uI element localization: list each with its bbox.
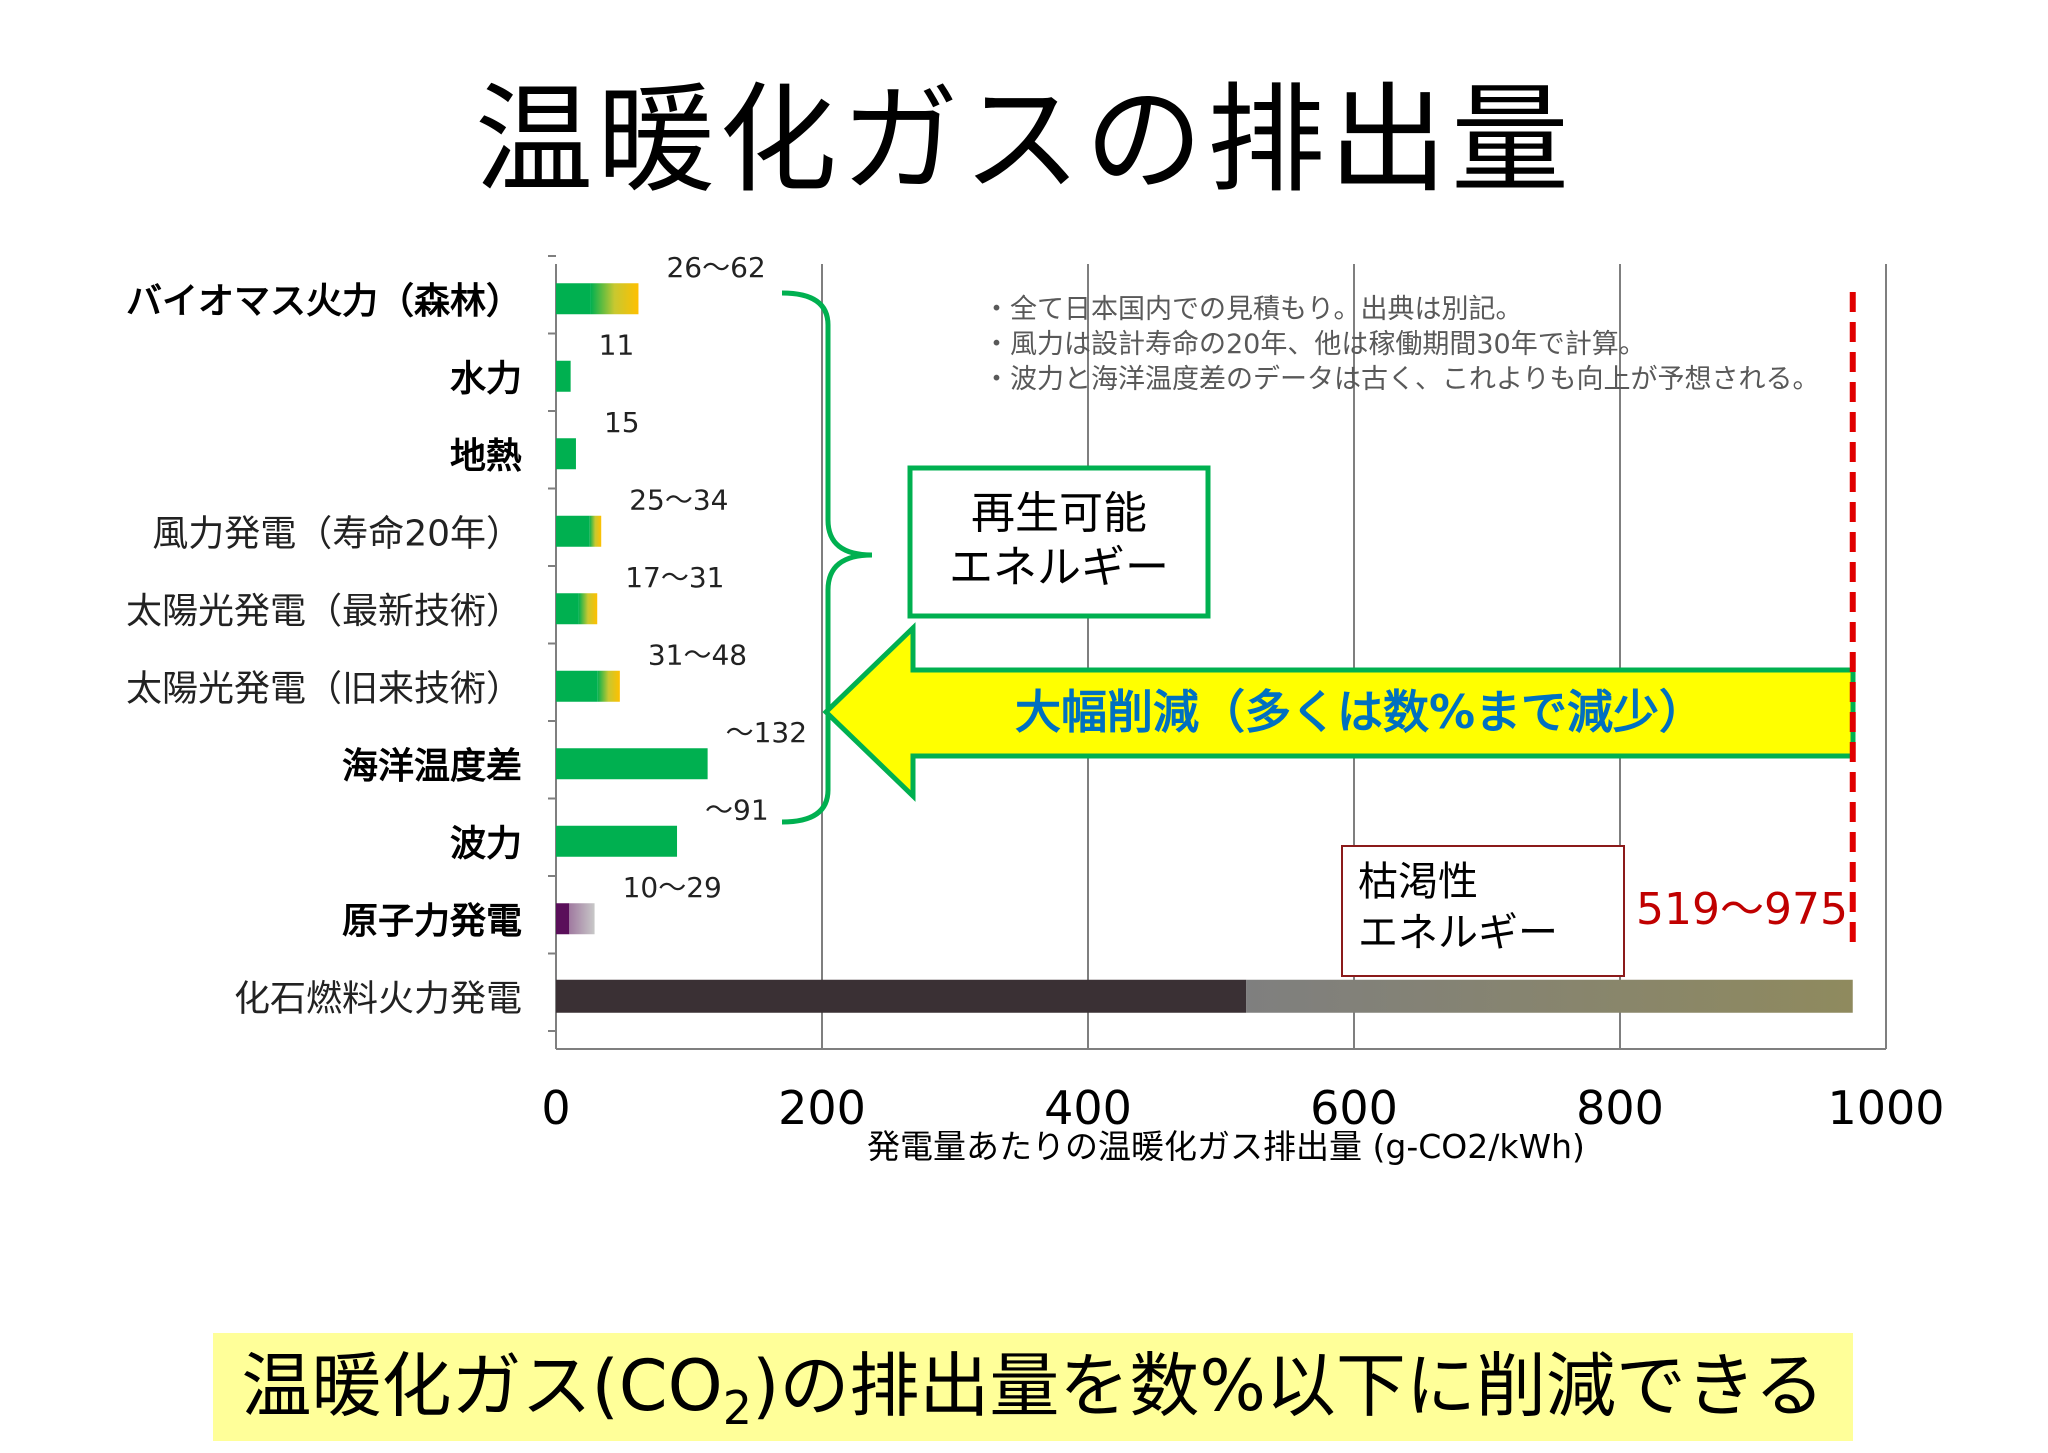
bar-segment-base [556,283,591,315]
x-tick-label: 200 [778,1081,866,1135]
depletable-box [1341,845,1625,977]
depletable-box-line-1: 枯渇性 [1358,859,1478,905]
note-line-1: ・全て日本国内での見積もり。出典は別記。 [983,294,1522,325]
bar-segment-base [556,748,708,780]
category-label: 風力発電（寿命20年） [152,513,522,554]
bar-segment-range [589,515,602,547]
category-label: バイオマス火力（森林） [126,281,522,322]
renewable-bracket [781,290,873,825]
value-labels: 26〜62 11 15 25〜34 17〜31 31〜48 〜132 〜91 10〜29 [599,251,807,904]
value-label: 26〜62 [666,251,765,284]
x-tick-label: 1000 [1827,1081,1944,1135]
value-label: 〜91 [705,793,769,826]
value-label: 25〜34 [629,483,728,516]
depletable-box-line-2: エネルギー [1358,910,1558,956]
bar-segment-base [556,593,579,625]
conclusion-text: 温暖化ガス(CO2)の排出量を数%以下に削減できる [213,1341,1853,1453]
category-label: 水力 [450,358,522,399]
conclusion-subscript: 2 [722,1381,753,1435]
x-axis-title: 発電量あたりの温暖化ガス排出量 (g-CO2/kWh) [867,1127,1585,1166]
bar-segment-base [556,360,571,392]
x-tick-label: 0 [541,1081,570,1135]
page-title: 温暖化ガスの排出量 [474,71,1573,209]
note-line-2: ・風力は設計寿命の20年、他は稼働期間30年で計算。 [983,329,1646,360]
bar-segment-range [1246,979,1853,1013]
category-label: 原子力発電 [342,901,522,942]
bar-segment-range [597,670,620,702]
bar-segment-base [556,903,570,935]
category-label: 化石燃料火力発電 [234,978,522,1019]
x-tick-label: 800 [1576,1081,1664,1135]
bar-segment-base [556,979,1247,1013]
conclusion-text-start: 温暖化ガス(CO [241,1345,723,1427]
grid-lines: 0 200 400 600 800 1000 [541,255,1945,1135]
conclusion-banner: 温暖化ガス(CO2)の排出量を数%以下に削減できる [213,1333,1853,1441]
value-label: 15 [604,406,640,439]
category-label: 波力 [450,823,522,864]
renewable-box-line-1: 再生可能 [971,488,1147,539]
value-label: 〜132 [726,716,807,749]
bar-segment-base [556,670,598,702]
category-label: 太陽光発電（旧来技術） [126,668,522,709]
bar-segment-range [590,283,639,315]
bar-segment-base [556,438,576,470]
value-label: 17〜31 [625,561,724,594]
bar-segment-base [556,515,590,547]
bar-segment-base [556,825,678,857]
value-label: 10〜29 [623,871,722,904]
conclusion-text-end: )の排出量を数%以下に削減できる [752,1345,1825,1427]
value-label: 11 [599,328,635,361]
renewable-box-line-2: エネルギー [949,542,1169,593]
bars [556,283,1853,1013]
reduction-arrow [822,622,1856,802]
category-label: 地熱 [450,436,522,477]
reduction-arrow-label: 大幅削減（多くは数%まで減少） [1015,685,1705,739]
x-tick-label: 400 [1044,1081,1132,1135]
value-label: 31〜48 [648,638,747,671]
x-tick-label: 600 [1310,1081,1398,1135]
note-line-3: ・波力と海洋温度差のデータは古く、これよりも向上が予想される。 [983,364,1819,395]
category-label: 太陽光発電（最新技術） [126,591,522,632]
bar-segment-range [578,593,598,625]
bar-segment-range [569,903,595,935]
category-label: 海洋温度差 [342,746,522,787]
fossil-range-label: 519〜975 [1636,884,1848,935]
renewable-box [907,465,1211,619]
